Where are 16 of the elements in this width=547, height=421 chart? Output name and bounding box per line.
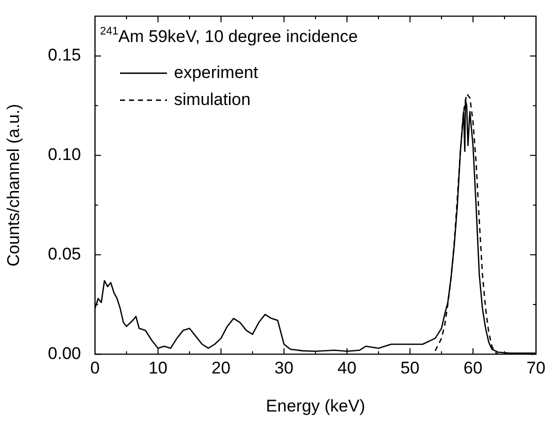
x-tick-label: 40: [338, 358, 356, 378]
x-tick-label: 60: [464, 358, 482, 378]
x-tick-label: 70: [526, 358, 546, 378]
x-axis-title: Energy (keV): [266, 396, 366, 416]
x-tick-label: 20: [212, 358, 230, 378]
y-axis-title: Counts/channel (a.u.): [4, 104, 23, 266]
x-tick-label: 30: [274, 358, 294, 378]
legend-label: experiment: [174, 62, 258, 82]
x-tick-label: 10: [148, 358, 168, 378]
y-tick-label: 0.15: [48, 46, 81, 65]
x-tick-label: 0: [90, 358, 100, 378]
y-tick-label: 0.10: [48, 145, 81, 164]
legend-label: simulation: [174, 90, 251, 109]
x-tick-label: 50: [400, 358, 420, 378]
y-tick-label: 0.05: [48, 244, 81, 264]
y-tick-label: 0.00: [48, 344, 81, 363]
